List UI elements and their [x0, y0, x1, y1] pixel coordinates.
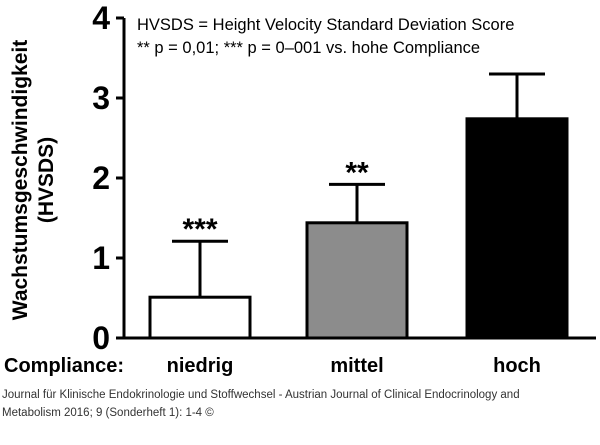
caption-line-1: Journal für Klinische Endokrinologie und… — [2, 389, 520, 401]
y-axis-label-line-2: (HVSDS) — [35, 136, 59, 224]
bars-layer: *** niedrig ** mittel hoch — [148, 72, 569, 377]
bar-mittel — [305, 221, 409, 340]
significance-marker-0: *** — [182, 213, 217, 246]
source-caption: Journal für Klinische Endokrinologie und… — [2, 386, 592, 422]
category-label-mittel: mittel — [330, 355, 383, 377]
y-tick-label-0: 0 — [92, 320, 110, 356]
bar-hoch — [465, 117, 569, 340]
x-axis-label: Compliance: — [4, 355, 124, 377]
category-label-niedrig: niedrig — [167, 355, 234, 377]
annotation-line-2: ** p = 0,01; *** p = 0–001 vs. hohe Comp… — [137, 39, 480, 57]
y-axis-label-text: Wachstumsgeschwindigkeit (HVSDS) — [8, 40, 60, 320]
significance-marker-1: ** — [345, 156, 369, 189]
y-tick-label-4: 4 — [92, 0, 110, 36]
y-tick-label-1: 1 — [92, 240, 110, 276]
y-tick-label-3: 3 — [92, 80, 110, 116]
caption-line-2: Metabolism 2016; 9 (Sonderheft 1): 1-4 © — [2, 407, 214, 419]
annotation-line-1: HVSDS = Height Velocity Standard Deviati… — [137, 16, 514, 34]
y-axis-label-line-1: Wachstumsgeschwindigkeit — [9, 39, 33, 321]
bar-niedrig — [148, 295, 252, 340]
y-tick-label-2: 2 — [92, 160, 110, 196]
category-label-hoch: hoch — [493, 355, 541, 377]
